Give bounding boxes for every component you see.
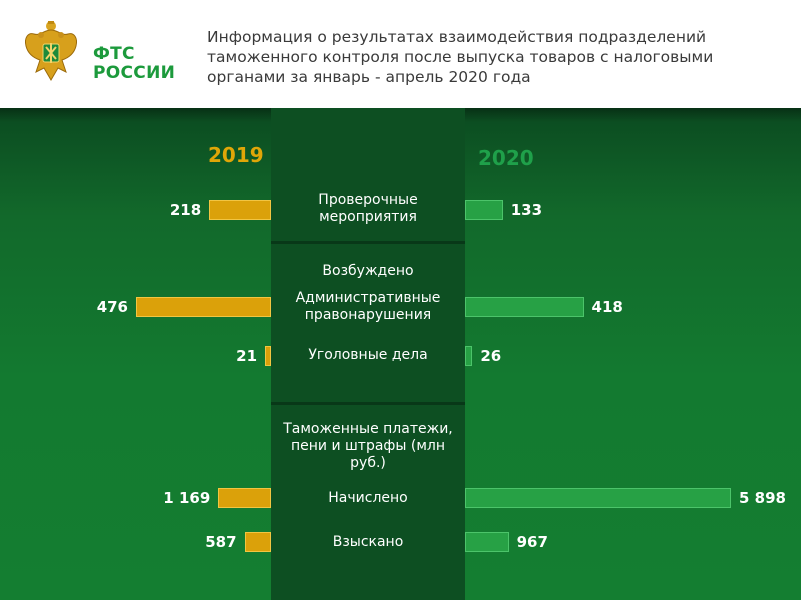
bar-2019	[265, 346, 271, 366]
category-label: Уголовные дела	[308, 347, 428, 363]
category-label: Административные правонарушения	[295, 290, 441, 323]
logo-text: ФТС РОССИИ	[93, 45, 175, 83]
bar-2020	[465, 297, 584, 317]
value-label-2020: 418	[591, 298, 623, 316]
value-label-2020: 133	[510, 201, 543, 219]
bar-2019	[218, 488, 271, 508]
category-label: Проверочные мероприятия	[318, 192, 418, 225]
center-label-column	[271, 108, 465, 600]
value-label-2019: 1 169	[163, 489, 211, 507]
value-label-2020: 967	[516, 533, 548, 551]
value-label-2019: 218	[169, 201, 202, 219]
bar-2020	[465, 346, 473, 366]
value-label-2019: 21	[236, 347, 258, 365]
bar-2020	[465, 532, 509, 552]
bar-2020	[465, 488, 731, 508]
section-heading-payments: Таможенные платежи, пени и штрафы (млн р…	[283, 421, 453, 471]
value-label-2019: 476	[96, 298, 128, 316]
category-label: Начислено	[328, 490, 408, 506]
bar-2019	[209, 200, 271, 220]
value-label-2019: 587	[205, 533, 237, 551]
category-label: Взыскано	[332, 534, 404, 550]
header: ФТС РОССИИ Информация о результатах взаи…	[0, 0, 801, 108]
bar-2020	[465, 200, 503, 220]
section-separator	[271, 241, 465, 244]
section-heading-initiated: Возбуждено	[322, 263, 414, 279]
page-title: Информация о результатах взаимодействия …	[207, 28, 714, 86]
bar-2019	[244, 532, 271, 552]
bar-2019	[136, 297, 271, 317]
logo-line-1: ФТС	[93, 44, 135, 64]
logo-line-2: РОССИИ	[93, 63, 176, 83]
section-separator	[271, 402, 465, 405]
year-2020-label: 2020	[478, 146, 534, 170]
value-label-2020: 26	[480, 347, 502, 365]
value-label-2020: 5 898	[739, 489, 786, 507]
year-2019-label: 2019	[208, 143, 264, 167]
double-headed-eagle-emblem-icon	[25, 21, 77, 81]
